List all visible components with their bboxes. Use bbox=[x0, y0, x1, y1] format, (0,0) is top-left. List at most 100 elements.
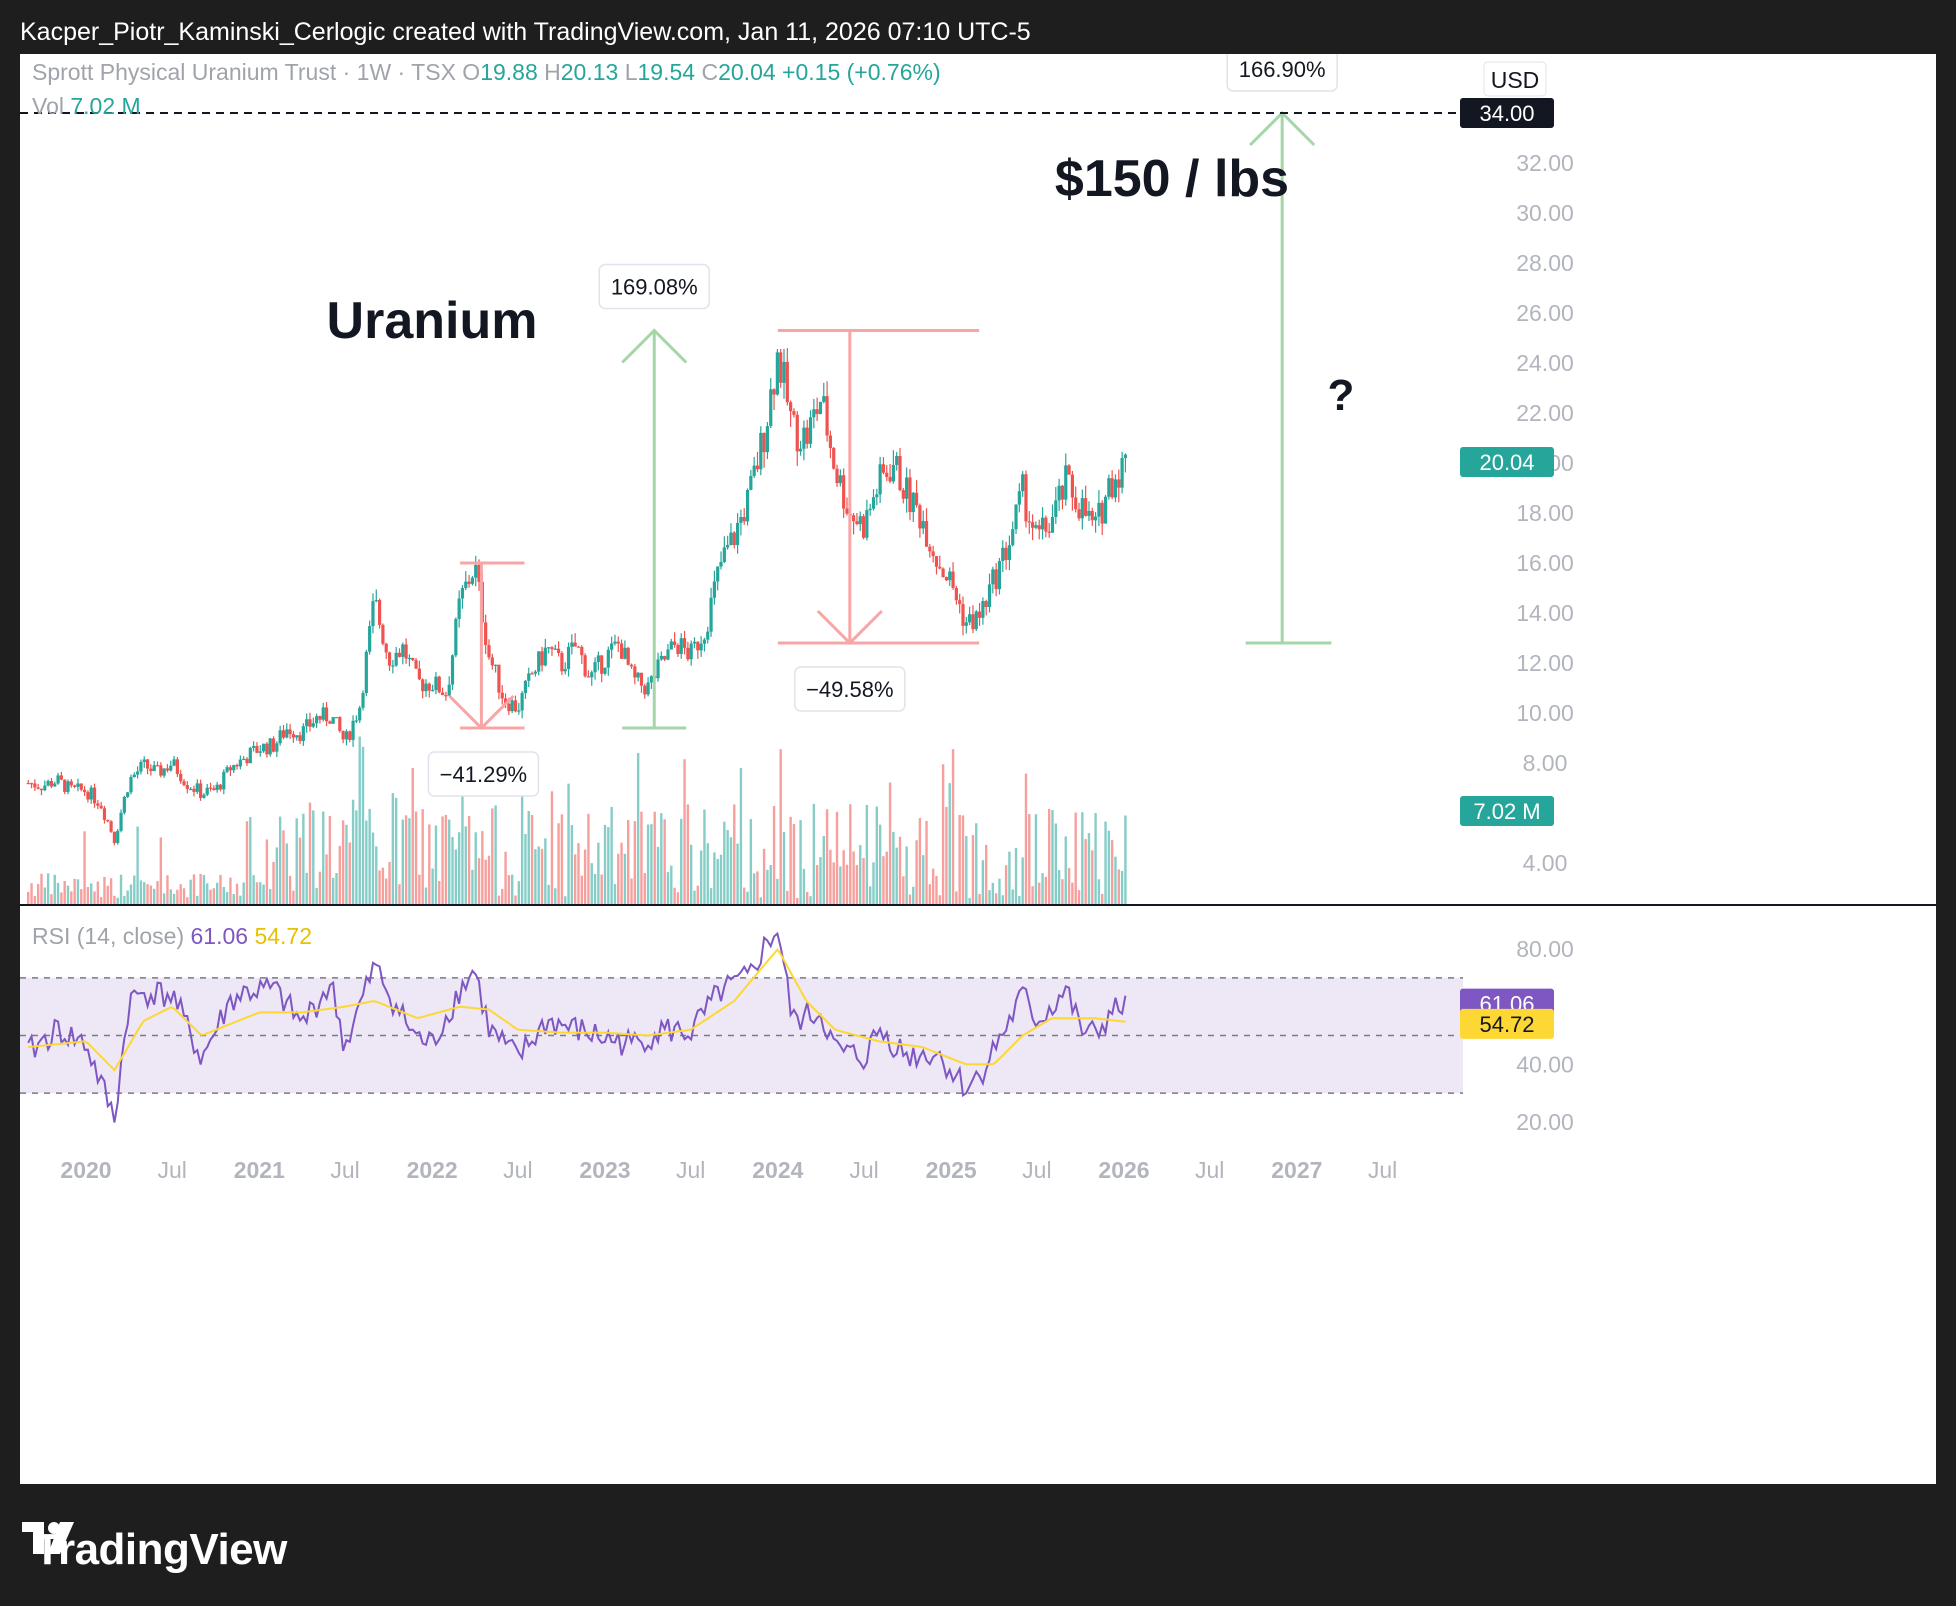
currency-selector[interactable]: USD bbox=[1483, 61, 1547, 97]
volume-bar bbox=[298, 837, 302, 904]
candle-body bbox=[1070, 474, 1074, 498]
candle-body bbox=[968, 614, 972, 623]
legend-volume[interactable]: Vol 7.02 M bbox=[32, 93, 141, 119]
candle-body bbox=[868, 508, 872, 511]
time-axis[interactable]: 2020 Jul 2021 Jul 2022 Jul 2023 Jul 2024 Jul 2025 J… bbox=[60, 1157, 1397, 1183]
candle-body bbox=[911, 492, 915, 513]
candle-body bbox=[1004, 547, 1008, 561]
candle-body bbox=[583, 655, 587, 677]
tradingview-logo[interactable]: TradingView bbox=[22, 1520, 287, 1580]
volume-bar bbox=[530, 814, 534, 904]
volume-bar bbox=[192, 874, 196, 904]
volume-bar bbox=[1107, 830, 1111, 904]
candle-body bbox=[924, 521, 929, 547]
price-chart[interactable]: 32.00 30.00 28.00 26.00 24.00 22.00 20.00 18.00… bbox=[20, 54, 1936, 1484]
volume-bar bbox=[1124, 815, 1127, 904]
volume-bar bbox=[537, 846, 540, 904]
candle-body bbox=[232, 765, 236, 771]
candle-body bbox=[1047, 531, 1051, 533]
candle-body bbox=[1021, 474, 1025, 492]
candle-body bbox=[295, 735, 299, 738]
measure-up-1[interactable] bbox=[621, 328, 688, 730]
candle-body bbox=[179, 773, 183, 782]
rsi-pane[interactable]: 80.00 40.00 20.00 RSI (14, close) 61.06 54.… bbox=[20, 923, 1574, 1135]
volume-bar bbox=[123, 896, 126, 904]
measure-down-2[interactable] bbox=[777, 329, 980, 646]
measure-label-3-box[interactable] bbox=[1226, 54, 1338, 92]
volume-bar bbox=[931, 868, 935, 904]
measure-label-0-box[interactable] bbox=[427, 751, 540, 797]
volume-bar bbox=[451, 837, 454, 904]
candle-body bbox=[520, 693, 524, 711]
volume-bar bbox=[640, 811, 643, 904]
measure-label-1[interactable]: 169.08% bbox=[598, 263, 710, 310]
volume-bar bbox=[302, 813, 305, 904]
candle-body bbox=[1017, 491, 1021, 505]
legend-ohlc[interactable]: Sprott Physical Uranium Trust · 1W · TSX… bbox=[32, 59, 941, 85]
rsi-tick-label: 80.00 bbox=[1516, 936, 1574, 962]
last-price-tag[interactable]: 20.04 bbox=[1460, 447, 1554, 477]
measure-down-0[interactable] bbox=[448, 561, 525, 731]
candle-body bbox=[341, 730, 345, 740]
rsi-legend-ma: 54.72 bbox=[254, 923, 312, 949]
volume-bar bbox=[583, 849, 587, 904]
volume-bar bbox=[729, 837, 733, 904]
price-tick-label: 8.00 bbox=[1523, 750, 1568, 776]
candle-body bbox=[921, 521, 925, 529]
volume-bar bbox=[991, 882, 995, 904]
volume-bar bbox=[905, 846, 908, 904]
measure-label-0[interactable]: −41.29% bbox=[427, 751, 540, 797]
volume-bar bbox=[484, 859, 487, 904]
candle-body bbox=[958, 600, 962, 605]
volume-bar bbox=[855, 865, 859, 904]
volume-bar bbox=[215, 882, 219, 904]
volume-bar bbox=[547, 884, 550, 904]
measure-label-2-box[interactable] bbox=[794, 666, 906, 712]
price-tick-label: 24.00 bbox=[1516, 350, 1574, 376]
time-tick-label: 2026 bbox=[1098, 1157, 1149, 1183]
candle-body bbox=[29, 783, 34, 785]
volume-bar bbox=[206, 883, 209, 904]
candle-body bbox=[596, 655, 600, 663]
rsi-legend[interactable]: RSI (14, close) 61.06 54.72 bbox=[32, 923, 312, 949]
volume-bar bbox=[172, 893, 176, 904]
currency-box[interactable] bbox=[1483, 61, 1547, 97]
rsi-ma-tag[interactable]: 54.72 bbox=[1460, 1008, 1554, 1039]
candle-body bbox=[735, 522, 740, 546]
volume-bar bbox=[242, 882, 245, 904]
volume-bar bbox=[1120, 870, 1124, 904]
volume-bar bbox=[693, 890, 696, 904]
candle-body bbox=[944, 577, 949, 581]
measure-label-3[interactable]: 166.90% bbox=[1226, 54, 1338, 92]
candle-body bbox=[387, 652, 392, 666]
candle-body bbox=[43, 785, 47, 791]
volume-bar bbox=[179, 884, 182, 904]
volume-bar bbox=[411, 767, 414, 904]
volume-bar bbox=[494, 805, 497, 904]
candle-body bbox=[1057, 485, 1061, 501]
volume-bar bbox=[1034, 814, 1038, 904]
candle-body bbox=[951, 571, 955, 588]
candles[interactable] bbox=[26, 348, 1128, 846]
price-axis[interactable]: 32.0030.0028.0026.0024.0022.0020.0018.00… bbox=[1516, 150, 1574, 876]
candle-body bbox=[636, 672, 640, 678]
legend[interactable]: Sprott Physical Uranium Trust · 1W · TSX… bbox=[32, 59, 941, 119]
candle-body bbox=[997, 561, 1002, 590]
volume-bar bbox=[348, 842, 351, 904]
measure-label-2[interactable]: −49.58% bbox=[794, 666, 906, 712]
volume-tag[interactable]: 7.02 M bbox=[1460, 796, 1554, 826]
target-price-tag[interactable]: 34.00 bbox=[1460, 98, 1554, 128]
measure-label-1-box[interactable] bbox=[598, 263, 710, 310]
volume-bar bbox=[762, 848, 766, 904]
candle-body bbox=[391, 665, 395, 667]
volume-bar bbox=[351, 799, 355, 904]
candle-body bbox=[79, 783, 83, 790]
volume-bar bbox=[570, 825, 574, 904]
target-price-text: 34.00 bbox=[1479, 101, 1534, 126]
volume-bar bbox=[590, 863, 593, 904]
candle-body bbox=[517, 710, 521, 712]
candle-body bbox=[228, 767, 233, 771]
annotations[interactable]: −41.29% 169.08% −49.58% 166.90% Uranium $150 … bbox=[327, 54, 1355, 797]
volume-text: 7.02 M bbox=[1473, 799, 1540, 824]
rsi-tick-label: 20.00 bbox=[1516, 1109, 1574, 1135]
